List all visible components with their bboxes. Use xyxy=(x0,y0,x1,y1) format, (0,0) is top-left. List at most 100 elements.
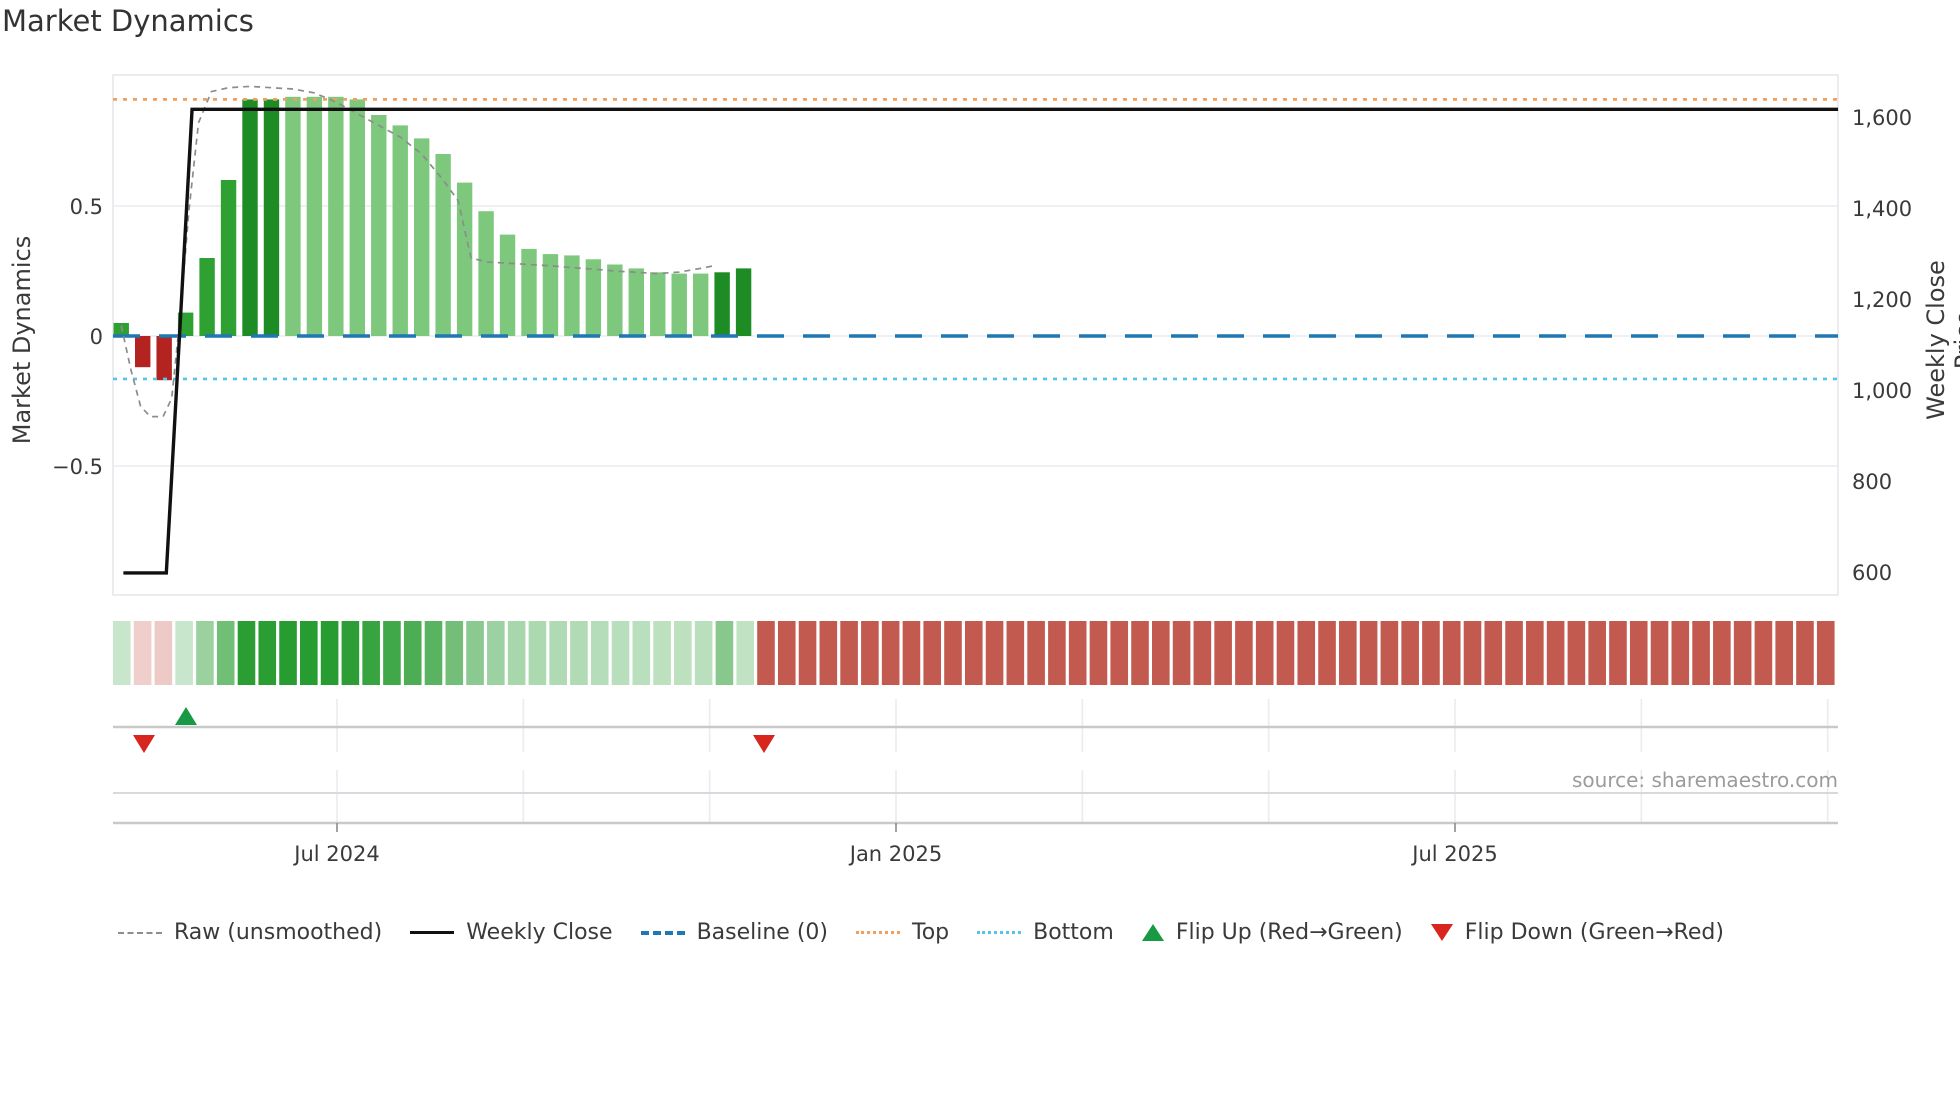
dynamics-bar xyxy=(135,336,151,368)
regime-cell-green xyxy=(736,621,754,685)
legend-label: Bottom xyxy=(1033,920,1114,945)
flip-down-marker xyxy=(753,735,775,753)
y-right-tick-label: 1,400 xyxy=(1852,197,1912,221)
regime-cell-green xyxy=(133,621,152,685)
y-left-tick-label: 0 xyxy=(90,325,103,349)
dynamics-bar xyxy=(521,248,537,336)
dynamics-bar xyxy=(564,255,580,336)
x-tick-label: Jul 2024 xyxy=(292,842,379,866)
orange-dotted-line-icon xyxy=(856,931,900,934)
regime-cell-red xyxy=(1027,621,1045,685)
dynamics-bar xyxy=(242,99,258,337)
regime-cell-red xyxy=(1692,621,1710,685)
regime-cell-red xyxy=(985,621,1004,685)
dynamics-bar xyxy=(349,99,366,337)
y-right-tick-label: 800 xyxy=(1852,470,1892,494)
regime-cell-green xyxy=(113,621,131,685)
regime-cell-red xyxy=(1505,621,1523,685)
regime-cell-red xyxy=(1276,621,1295,685)
regime-cell-red xyxy=(1089,621,1108,685)
legend-label: Baseline (0) xyxy=(696,920,828,945)
legend-item-weekly-close: Weekly Close xyxy=(410,920,613,945)
dynamics-bar xyxy=(199,258,215,336)
flip-up-marker xyxy=(175,707,197,725)
regime-cell-green xyxy=(383,621,401,685)
dynamics-bar xyxy=(735,268,752,336)
regime-cell-green xyxy=(715,621,734,685)
regime-cell-green xyxy=(424,621,443,685)
regime-cell-green xyxy=(445,621,464,685)
regime-cell-red xyxy=(902,621,921,685)
x-tick-label: Jul 2025 xyxy=(1410,842,1497,866)
regime-cell-red xyxy=(1380,621,1399,685)
raw-dashed-line-icon xyxy=(118,931,162,934)
regime-cell-red xyxy=(1713,621,1731,685)
regime-cell-green xyxy=(549,621,567,685)
regime-cell-red xyxy=(798,621,817,685)
regime-cell-red xyxy=(1131,621,1149,685)
regime-cell-red xyxy=(964,621,983,685)
legend-label: Top xyxy=(912,920,950,945)
regime-cell-red xyxy=(757,621,775,685)
dynamics-bar xyxy=(456,182,473,336)
regime-cell-red xyxy=(1110,621,1129,685)
regime-cell-green xyxy=(258,621,277,685)
dynamics-bar xyxy=(650,272,666,336)
dynamics-bar xyxy=(285,96,301,336)
regime-cell-red xyxy=(1816,621,1835,685)
regime-cell-red xyxy=(1754,621,1773,685)
cyan-dotted-line-icon xyxy=(977,931,1022,934)
regime-cell-green xyxy=(570,621,588,685)
x-tick-label: Jan 2025 xyxy=(848,842,943,866)
regime-cell-red xyxy=(1733,621,1752,685)
dynamics-bar xyxy=(714,272,730,336)
regime-cell-red xyxy=(1214,621,1232,685)
dynamics-bar xyxy=(435,154,451,336)
flip-down-triangle-icon xyxy=(1430,924,1453,941)
regime-cell-green xyxy=(653,621,671,685)
legend-item-flip-down: Flip Down (Green→Red) xyxy=(1430,920,1724,945)
y-right-tick-label: 600 xyxy=(1852,561,1892,585)
regime-cell-red xyxy=(1006,621,1025,685)
raw-line xyxy=(120,85,714,418)
regime-cell-green xyxy=(320,621,339,685)
solid-line-icon xyxy=(410,931,455,934)
legend-label: Raw (unsmoothed) xyxy=(174,920,383,945)
regime-cell-red xyxy=(1650,621,1669,685)
regime-cell-red xyxy=(840,621,858,685)
regime-cell-green xyxy=(507,621,526,685)
legend-label: Flip Up (Red→Green) xyxy=(1175,920,1403,945)
legend-item-flip-up: Flip Up (Red→Green) xyxy=(1141,920,1403,945)
legend: Raw (unsmoothed) Weekly Close Baseline (… xyxy=(118,920,1938,945)
regime-cell-green xyxy=(466,621,484,685)
regime-cell-red xyxy=(944,621,962,685)
regime-cell-red xyxy=(923,621,942,685)
dynamics-bar xyxy=(413,138,430,336)
blue-dashed-line-icon xyxy=(640,930,685,935)
regime-cell-red xyxy=(777,621,796,685)
page-title: Market Dynamics xyxy=(2,4,254,38)
regime-cell-red xyxy=(1318,621,1336,685)
legend-item-top: Top xyxy=(856,920,949,945)
regime-cell-red xyxy=(1235,621,1253,685)
regime-cell-green xyxy=(403,621,422,685)
y-right-tick-label: 1,200 xyxy=(1852,288,1912,312)
source-credit: source: sharemaestro.com xyxy=(1572,768,1838,792)
regime-cell-green xyxy=(487,621,505,685)
regime-cell-red xyxy=(1526,621,1544,685)
regime-cell-red xyxy=(861,621,879,685)
regime-cell-green xyxy=(590,621,609,685)
y-left-tick-label: −0.5 xyxy=(52,455,103,479)
dynamics-bar xyxy=(542,254,559,336)
legend-label: Weekly Close xyxy=(466,920,613,945)
regime-cell-red xyxy=(1463,621,1482,685)
y-axis-label-right: Weekly Close Price xyxy=(1922,260,1960,420)
dynamics-bar xyxy=(692,273,709,336)
y-left-tick-label: 0.5 xyxy=(70,195,103,219)
regime-cell-green xyxy=(694,621,713,685)
regime-cell-red xyxy=(1255,621,1274,685)
dynamics-bar xyxy=(607,264,623,336)
regime-cell-red xyxy=(1671,621,1690,685)
regime-cell-red xyxy=(1297,621,1316,685)
